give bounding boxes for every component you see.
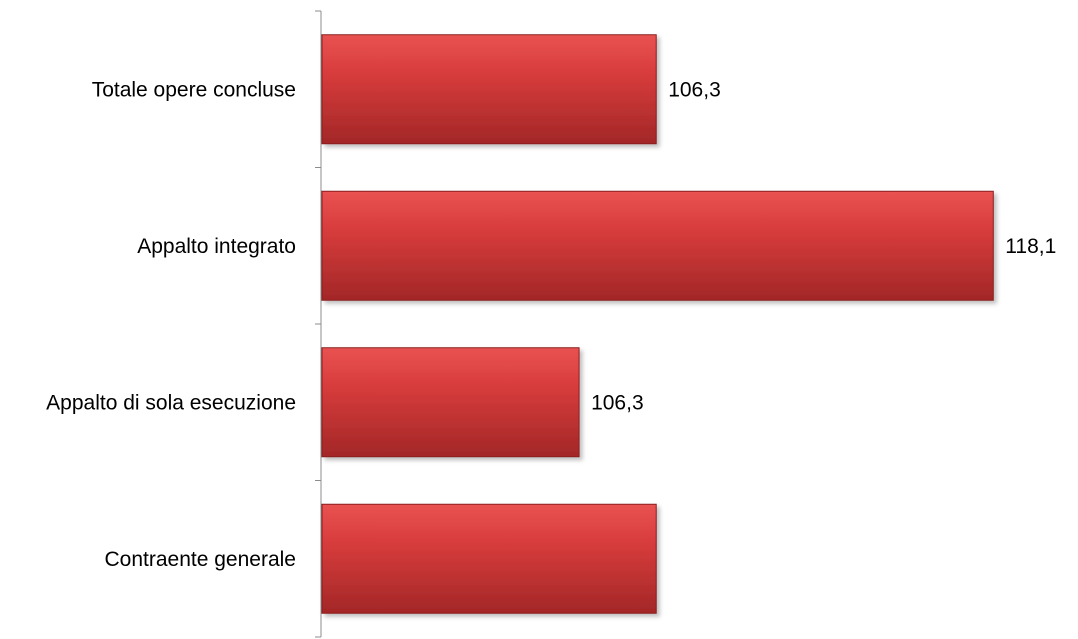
bar (321, 347, 580, 458)
bar (321, 503, 657, 614)
data-label: 106,3 (668, 78, 721, 101)
bars (321, 34, 994, 614)
labels: Totale opere concluse 106,3 Appalto integr… (46, 78, 1056, 571)
category-axis (315, 10, 322, 638)
category-label: Contraente generale (105, 548, 296, 571)
category-label: Appalto di sola esecuzione (46, 391, 296, 414)
category-label: Totale opere concluse (92, 78, 296, 101)
category-label: Appalto integrato (137, 235, 296, 258)
bar (321, 190, 994, 301)
bar (321, 34, 657, 145)
data-label: 118,1 (1005, 235, 1056, 258)
data-label: 106,3 (591, 391, 644, 414)
